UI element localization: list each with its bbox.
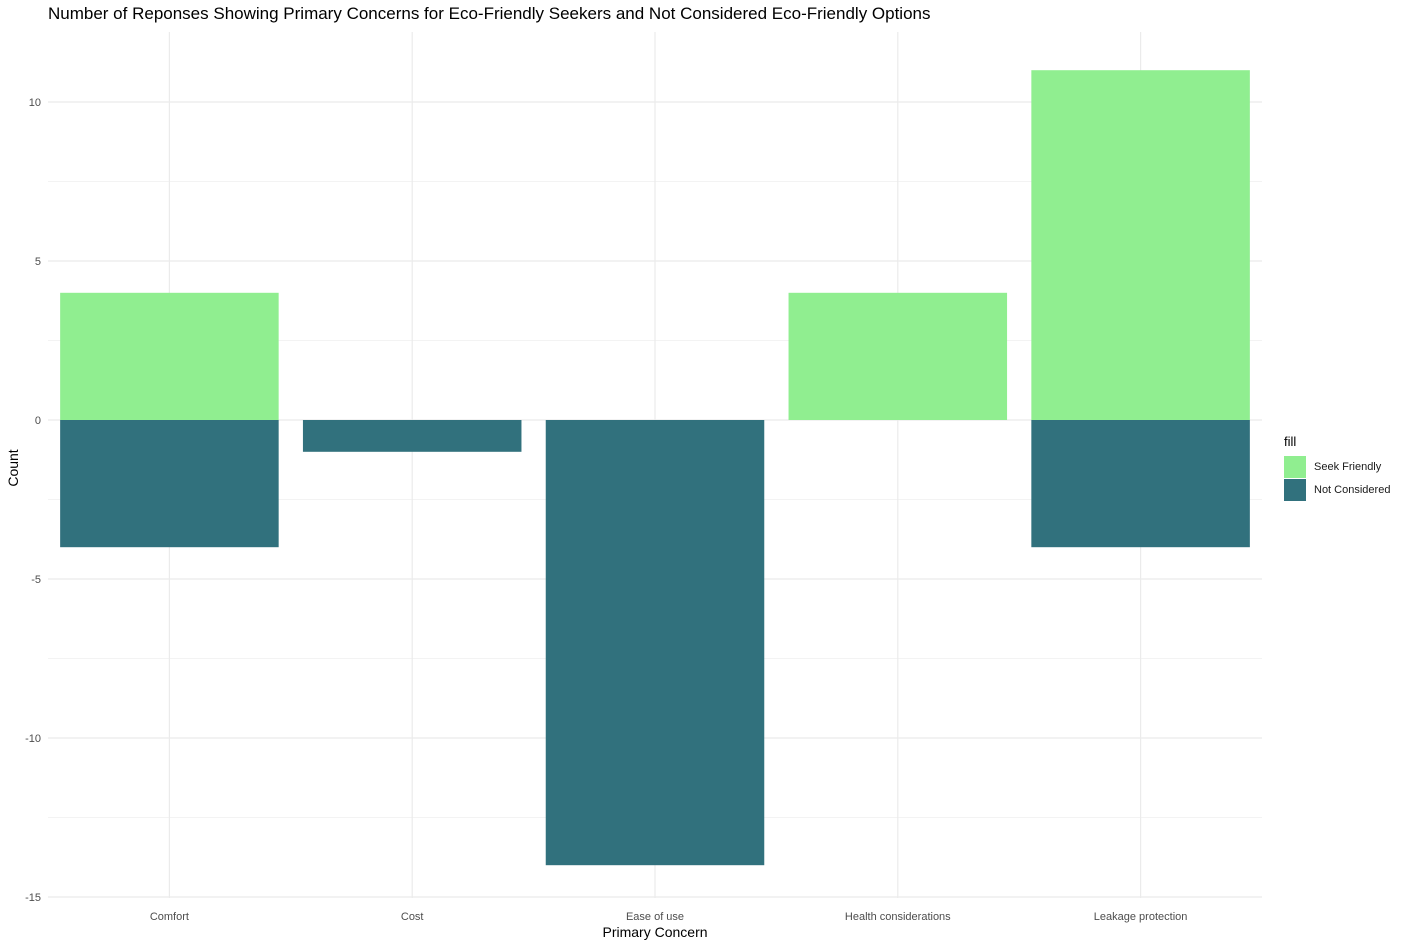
bar-seek-friendly-comfort	[60, 292, 279, 420]
bars	[60, 70, 1250, 866]
legend-title: fill	[1284, 434, 1297, 449]
bar-not-considered-ease-of-use	[545, 420, 765, 866]
legend-item-seek-friendly: Seek Friendly	[1284, 455, 1390, 478]
legend-label: Seek Friendly	[1314, 460, 1382, 473]
x-tick-label: Comfort	[150, 911, 189, 923]
y-tick-label: 10	[29, 97, 41, 109]
legend-item-not-considered: Not Considered	[1284, 478, 1390, 501]
y-tick-label: -10	[25, 733, 41, 745]
x-axis-label: Primary Concern	[602, 924, 707, 940]
bar-not-considered-leakage-protection	[1031, 420, 1250, 548]
y-axis-label: Count	[5, 449, 21, 486]
y-tick-label: -5	[31, 574, 41, 586]
y-tick-label: -15	[25, 892, 41, 904]
legend-label: Not Considered	[1314, 483, 1391, 496]
y-tick-label: 0	[35, 415, 41, 427]
chart-title: Number of Reponses Showing Primary Conce…	[48, 4, 931, 23]
x-tick-label: Ease of use	[626, 911, 684, 923]
legend-swatch-not-considered	[1284, 478, 1306, 501]
x-tick-label: Health considerations	[845, 911, 951, 923]
bar-not-considered-comfort	[60, 420, 279, 548]
y-axis-ticks: -15 -10 -5 0 5 10	[25, 97, 41, 904]
legend: fill Seek Friendly Not Considered	[1284, 434, 1390, 501]
x-tick-label: Leakage protection	[1094, 911, 1188, 923]
x-tick-label: Cost	[401, 911, 424, 923]
x-axis-ticks: Comfort Cost Ease of use Health considerati…	[150, 911, 1188, 923]
bar-seek-friendly-health-considerations	[788, 292, 1008, 420]
y-tick-label: 5	[35, 256, 41, 268]
bar-seek-friendly-leakage-protection	[1031, 70, 1250, 420]
bar-not-considered-cost	[302, 420, 522, 452]
legend-swatch-seek-friendly	[1284, 455, 1306, 478]
